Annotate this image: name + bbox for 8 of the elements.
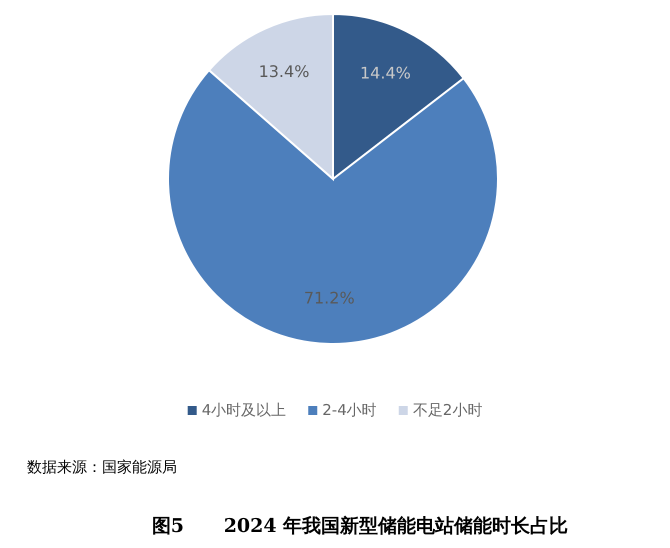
data-label: 71.2% [304, 288, 355, 308]
data-label: 13.4% [258, 62, 310, 81]
text: 图5 2024 年我国新型储能电站储能时长占比 [152, 515, 568, 537]
legend-label: 2-4小时 [322, 401, 377, 419]
source-note: 数据来源：国家能源局 [27, 458, 177, 476]
legend-label: 不足2小时 [412, 401, 482, 419]
data-label: 14.4% [360, 63, 411, 82]
legend-label: 4小时及以上 [202, 401, 286, 419]
